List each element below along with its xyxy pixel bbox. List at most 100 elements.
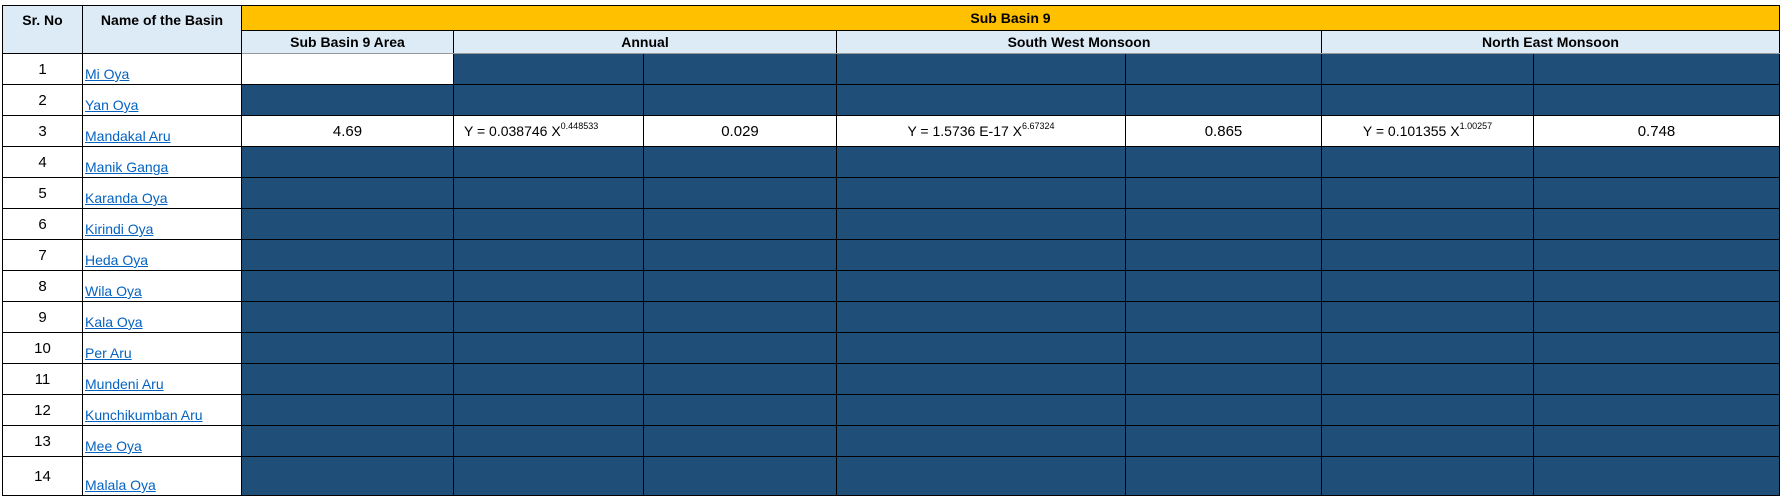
empty-cell[interactable]: [836, 84, 1126, 116]
basin-link[interactable]: Karanda Oya: [85, 190, 168, 206]
basin-name-cell[interactable]: Kunchikumban Aru: [82, 394, 242, 426]
basin-name-cell[interactable]: Manik Ganga: [82, 146, 242, 178]
empty-cell[interactable]: [836, 425, 1126, 457]
empty-cell[interactable]: [1125, 270, 1322, 302]
basin-link[interactable]: Mundeni Aru: [85, 376, 164, 392]
empty-cell[interactable]: [643, 394, 837, 426]
basin-name-cell[interactable]: Mee Oya: [82, 425, 242, 457]
empty-cell[interactable]: [643, 270, 837, 302]
sr-no-cell[interactable]: 9: [2, 301, 83, 333]
basin-link[interactable]: Kirindi Oya: [85, 221, 154, 237]
sr-no-cell[interactable]: 6: [2, 208, 83, 240]
header-annual[interactable]: Annual: [453, 30, 837, 54]
basin-link[interactable]: Per Aru: [85, 345, 132, 361]
empty-cell[interactable]: [1533, 84, 1780, 116]
empty-cell[interactable]: [1125, 425, 1322, 457]
empty-cell[interactable]: [1321, 363, 1534, 395]
sr-no-cell[interactable]: 2: [2, 84, 83, 116]
empty-cell[interactable]: [1533, 270, 1780, 302]
basin-name-cell[interactable]: Karanda Oya: [82, 177, 242, 209]
basin-name-cell[interactable]: Mi Oya: [82, 53, 242, 85]
empty-cell[interactable]: [1321, 270, 1534, 302]
sw-equation-cell[interactable]: Y = 1.5736 E-17 X6.67324: [836, 115, 1126, 147]
area-cell[interactable]: [241, 146, 454, 178]
empty-cell[interactable]: [1533, 363, 1780, 395]
header-area[interactable]: Sub Basin 9 Area: [241, 30, 454, 54]
empty-cell[interactable]: [453, 456, 644, 496]
basin-link[interactable]: Manik Ganga: [85, 159, 169, 175]
empty-cell[interactable]: [453, 425, 644, 457]
empty-cell[interactable]: [453, 270, 644, 302]
empty-cell[interactable]: [836, 270, 1126, 302]
area-cell[interactable]: [241, 332, 454, 364]
basin-name-cell[interactable]: Mundeni Aru: [82, 363, 242, 395]
area-cell[interactable]: 4.69: [241, 115, 454, 147]
empty-cell[interactable]: [1533, 301, 1780, 333]
empty-cell[interactable]: [643, 146, 837, 178]
empty-cell[interactable]: [1125, 146, 1322, 178]
empty-cell[interactable]: [836, 208, 1126, 240]
empty-cell[interactable]: [1321, 239, 1534, 271]
empty-cell[interactable]: [1125, 394, 1322, 426]
basin-name-cell[interactable]: Kala Oya: [82, 301, 242, 333]
empty-cell[interactable]: [1125, 456, 1322, 496]
area-cell[interactable]: [241, 177, 454, 209]
empty-cell[interactable]: [1125, 301, 1322, 333]
sr-no-cell[interactable]: 11: [2, 363, 83, 395]
sr-no-cell[interactable]: 1: [2, 53, 83, 85]
basin-link[interactable]: Kunchikumban Aru: [85, 407, 203, 423]
basin-name-cell[interactable]: Heda Oya: [82, 239, 242, 271]
empty-cell[interactable]: [1533, 208, 1780, 240]
empty-cell[interactable]: [453, 84, 644, 116]
area-cell[interactable]: [241, 363, 454, 395]
empty-cell[interactable]: [1321, 146, 1534, 178]
empty-cell[interactable]: [453, 332, 644, 364]
empty-cell[interactable]: [453, 239, 644, 271]
empty-cell[interactable]: [836, 394, 1126, 426]
empty-cell[interactable]: [1533, 456, 1780, 496]
empty-cell[interactable]: [1321, 301, 1534, 333]
empty-cell[interactable]: [643, 177, 837, 209]
basin-name-cell[interactable]: Per Aru: [82, 332, 242, 364]
sr-no-cell[interactable]: 14: [2, 456, 83, 496]
sr-no-cell[interactable]: 10: [2, 332, 83, 364]
area-cell[interactable]: [241, 208, 454, 240]
empty-cell[interactable]: [1125, 239, 1322, 271]
empty-cell[interactable]: [836, 177, 1126, 209]
sr-no-cell[interactable]: 5: [2, 177, 83, 209]
empty-cell[interactable]: [836, 239, 1126, 271]
sr-no-cell[interactable]: 4: [2, 146, 83, 178]
empty-cell[interactable]: [1533, 332, 1780, 364]
empty-cell[interactable]: [643, 363, 837, 395]
empty-cell[interactable]: [643, 84, 837, 116]
area-cell[interactable]: [241, 394, 454, 426]
ne-equation-cell[interactable]: Y = 0.101355 X1.00257: [1321, 115, 1534, 147]
header-sr-no[interactable]: Sr. No: [2, 5, 83, 54]
empty-cell[interactable]: [1321, 394, 1534, 426]
empty-cell[interactable]: [1125, 177, 1322, 209]
basin-name-cell[interactable]: Yan Oya: [82, 84, 242, 116]
area-cell[interactable]: [241, 239, 454, 271]
basin-link[interactable]: Heda Oya: [85, 252, 149, 268]
empty-cell[interactable]: [643, 208, 837, 240]
ne-r2-cell[interactable]: 0.748: [1533, 115, 1780, 147]
annual-r2-cell[interactable]: 0.029: [643, 115, 837, 147]
header-sw-monsoon[interactable]: South West Monsoon: [836, 30, 1322, 54]
sr-no-cell[interactable]: 3: [2, 115, 83, 147]
sr-no-cell[interactable]: 8: [2, 270, 83, 302]
area-cell[interactable]: [241, 456, 454, 496]
basin-name-cell[interactable]: Wila Oya: [82, 270, 242, 302]
empty-cell[interactable]: [1533, 239, 1780, 271]
empty-cell[interactable]: [643, 456, 837, 496]
empty-cell[interactable]: [1125, 363, 1322, 395]
empty-cell[interactable]: [1321, 177, 1534, 209]
empty-cell[interactable]: [453, 301, 644, 333]
empty-cell[interactable]: [836, 53, 1126, 85]
basin-link[interactable]: Mi Oya: [85, 66, 130, 82]
basin-link[interactable]: Kala Oya: [85, 314, 143, 330]
empty-cell[interactable]: [1321, 84, 1534, 116]
basin-name-cell[interactable]: Kirindi Oya: [82, 208, 242, 240]
empty-cell[interactable]: [1533, 394, 1780, 426]
empty-cell[interactable]: [1533, 146, 1780, 178]
empty-cell[interactable]: [643, 301, 837, 333]
